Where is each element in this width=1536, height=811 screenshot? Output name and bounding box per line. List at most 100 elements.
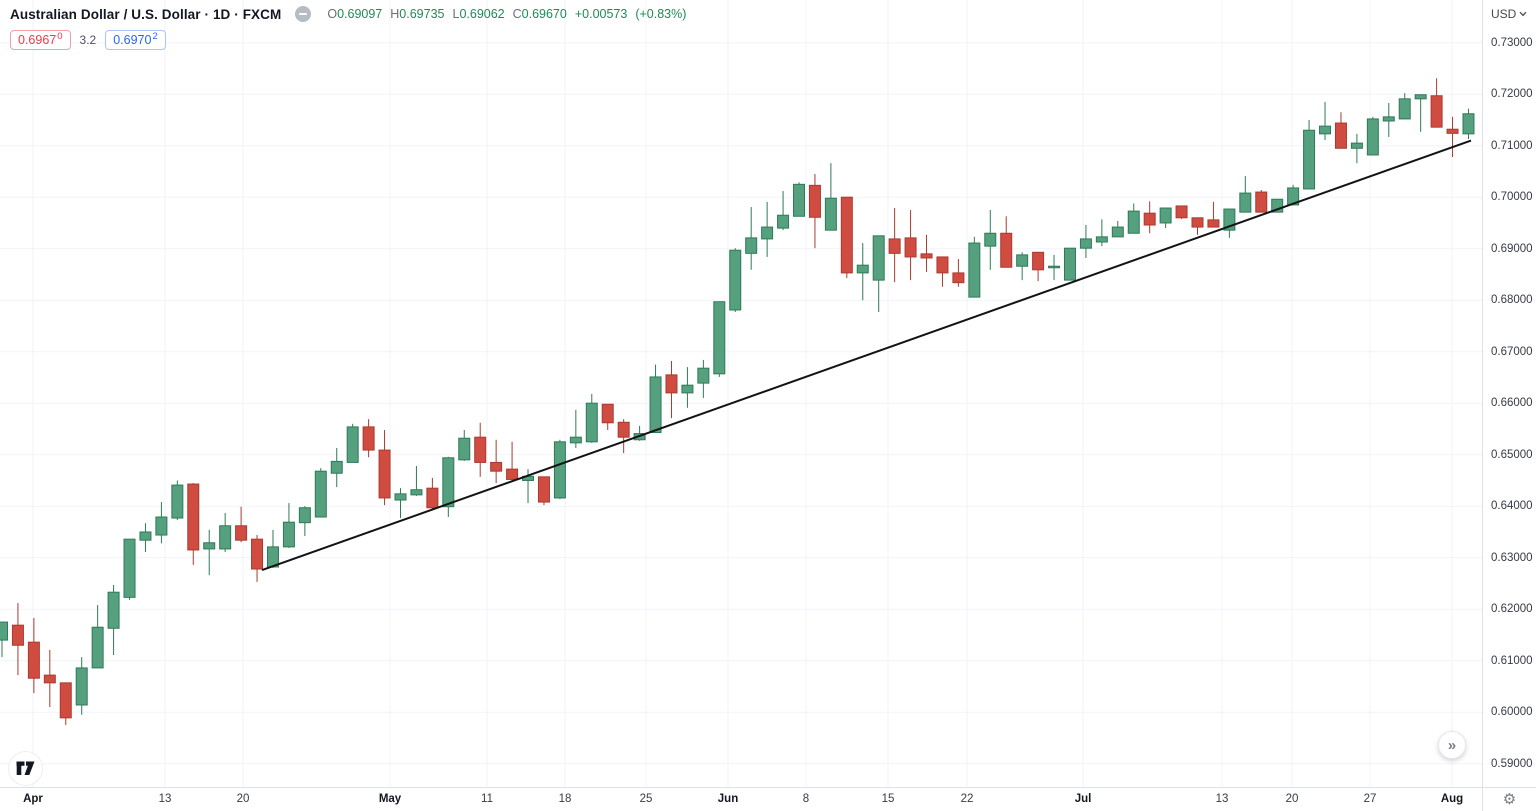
candle-body — [808, 184, 821, 218]
time-axis[interactable]: Apr 13 20 May 11 18 25 Jun 8 15 22 Jul 13 20 27 Aug — [0, 787, 1482, 811]
candle-body — [506, 468, 519, 480]
candle-down — [251, 535, 264, 582]
candle-body — [872, 235, 885, 281]
candle-up — [1127, 203, 1140, 234]
sell-button[interactable]: 0.6967 0 — [10, 30, 71, 50]
candle-up — [1223, 208, 1236, 238]
price-axis-label: 0.63000 — [1491, 551, 1533, 564]
time-axis-label: 13 — [158, 793, 172, 805]
candle-body — [1095, 236, 1108, 243]
candle-body — [43, 674, 56, 684]
candle-up — [856, 243, 869, 301]
gear-icon[interactable]: ⚙ — [1502, 791, 1517, 808]
candle-down — [362, 419, 375, 458]
candle-up — [761, 201, 774, 257]
candle-body — [203, 542, 216, 550]
price-axis-label: 0.61000 — [1491, 654, 1533, 667]
candle-body — [330, 460, 343, 474]
candle-body — [585, 402, 598, 443]
tradingview-logo-glyph — [16, 761, 35, 775]
candle-body — [187, 483, 200, 551]
price-axis-label: 0.62000 — [1491, 603, 1533, 616]
currency-selector[interactable]: USD — [1491, 7, 1527, 21]
candle-down — [43, 649, 56, 708]
sell-price: 0.6967 — [18, 32, 57, 47]
candle-up — [984, 210, 997, 270]
candle-body — [1334, 122, 1347, 149]
candle-body — [1175, 205, 1188, 219]
scroll-to-realtime-button[interactable]: » — [1438, 731, 1466, 759]
candle-body — [856, 264, 869, 274]
candle-up — [394, 488, 407, 519]
candle-body — [235, 525, 248, 541]
candle-body — [761, 226, 774, 240]
candle-body — [474, 436, 487, 463]
candle-up — [1350, 133, 1363, 164]
candle-body — [426, 487, 439, 509]
candle-up — [75, 657, 88, 715]
candle-up — [91, 605, 104, 669]
candlestick-chart[interactable] — [0, 0, 1482, 787]
ohlc-low: L0.69062 — [452, 7, 505, 21]
candle-down — [1032, 251, 1045, 282]
price-axis[interactable]: USD 0.73000 0.72000 0.71000 0.70000 0.69000 0… — [1482, 0, 1536, 787]
candle-body — [1191, 217, 1204, 228]
spread-value: 3.2 — [79, 33, 97, 47]
candle-body — [1430, 95, 1443, 128]
price-axis-label: 0.66000 — [1491, 397, 1533, 410]
buy-button[interactable]: 0.6970 2 — [105, 30, 166, 50]
candle-body — [442, 457, 455, 508]
candle-down — [617, 419, 630, 454]
price-axis-label: 0.73000 — [1491, 36, 1533, 49]
candle-body — [394, 493, 407, 501]
candle-body — [490, 461, 503, 472]
ohlc-change-pct: (+0.83%) — [635, 7, 687, 21]
trend-line[interactable] — [261, 139, 1472, 572]
candle-up — [298, 506, 311, 537]
chart-area[interactable]: Australian Dollar / U.S. Dollar · 1D · F… — [0, 0, 1482, 787]
tradingview-logo[interactable] — [8, 751, 43, 786]
candle-body — [1079, 238, 1092, 249]
price-axis-label: 0.64000 — [1491, 500, 1533, 513]
candle-down — [1255, 189, 1268, 213]
candle-body — [1239, 192, 1252, 213]
candle-body — [888, 238, 901, 254]
symbol-title[interactable]: Australian Dollar / U.S. Dollar · 1D · F… — [10, 6, 282, 22]
candle-down — [904, 210, 917, 281]
candle-body — [1287, 187, 1300, 206]
candle-up — [777, 191, 790, 231]
candle-up — [1303, 119, 1316, 190]
candle-up — [330, 448, 343, 488]
candle-up — [107, 584, 120, 656]
candle-up — [585, 393, 598, 443]
collapse-legend-button[interactable] — [295, 6, 312, 22]
candle-up — [282, 503, 295, 548]
candle-up — [1287, 184, 1300, 206]
candle-down — [187, 483, 200, 565]
candle-up — [569, 409, 582, 449]
candle-body — [793, 183, 805, 217]
candle-body — [27, 641, 40, 679]
time-axis-label: 22 — [960, 793, 974, 805]
candle-body — [0, 621, 8, 641]
candle-body — [139, 531, 152, 541]
candle-up — [553, 439, 566, 499]
ohlc-open: O0.69097 — [327, 7, 383, 21]
candle-down — [840, 196, 853, 279]
candle-body — [1000, 232, 1013, 268]
candle-up — [1398, 93, 1411, 120]
ohlc-close: C0.69670 — [512, 7, 567, 21]
candle-body — [1271, 198, 1284, 213]
candle-body — [1462, 113, 1475, 135]
candle-body — [410, 489, 423, 496]
time-axis-label: Apr — [23, 793, 43, 805]
time-axis-label: Jun — [717, 793, 739, 805]
candle-body — [1446, 128, 1459, 134]
candle-body — [362, 426, 375, 451]
candle-body — [1048, 265, 1061, 269]
candle-down — [59, 682, 72, 726]
time-axis-label: 18 — [558, 793, 572, 805]
candle-up — [1319, 101, 1332, 141]
candle-down — [808, 174, 821, 249]
candle-up — [1159, 207, 1172, 229]
